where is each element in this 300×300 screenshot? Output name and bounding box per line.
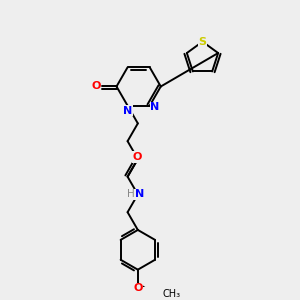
Text: O: O [133, 284, 142, 293]
Text: H: H [127, 189, 135, 200]
Text: O: O [92, 82, 101, 92]
Text: O: O [132, 152, 142, 162]
Text: N: N [123, 106, 132, 116]
Text: N: N [135, 189, 144, 200]
Text: CH₃: CH₃ [163, 289, 181, 298]
Text: N: N [150, 102, 159, 112]
Text: S: S [199, 37, 206, 47]
